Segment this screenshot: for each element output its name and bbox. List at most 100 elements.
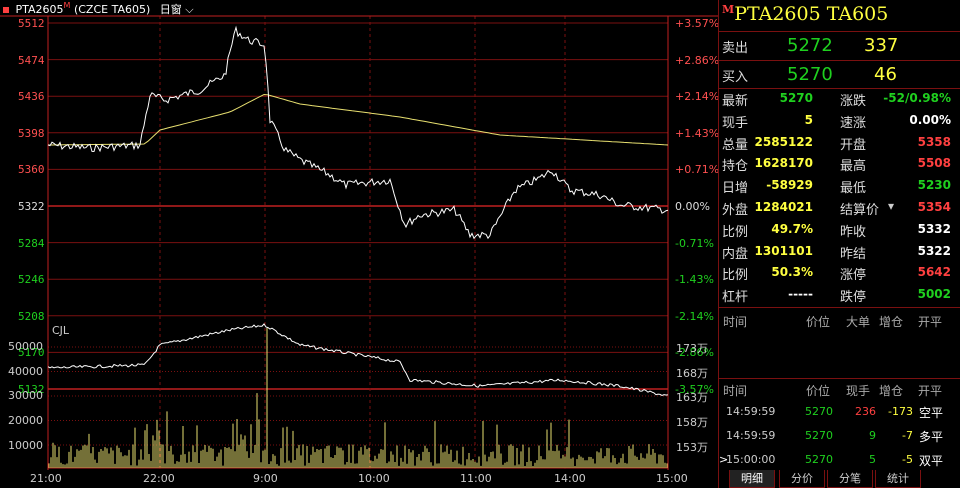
- tick-price: 5270: [805, 405, 833, 418]
- orders-col-header: 时间: [723, 315, 748, 329]
- stat-value: 5270: [779, 91, 813, 105]
- period-selector[interactable]: 日窗 ⌵: [160, 3, 194, 16]
- tab-1[interactable]: 分价: [779, 470, 825, 488]
- percent-tick-label: +1.43%: [675, 126, 720, 140]
- symbol-name: PTA2605: [15, 3, 64, 16]
- tick-qty: 5: [869, 453, 876, 466]
- price-tick-label: 5512: [18, 17, 45, 30]
- quote-panel: MPTA2605 TA605 卖出 5272 337 买入 5270 46 最新…: [718, 0, 960, 488]
- sell-label: 卖出: [722, 41, 749, 56]
- symbol-flag: M: [63, 1, 71, 10]
- time-tick-label: 14:00: [554, 472, 586, 485]
- divider: [719, 307, 960, 308]
- stat-label: 速涨: [840, 115, 867, 131]
- time-tick-label: 10:00: [358, 472, 390, 485]
- oi-tick-label: 158万: [676, 416, 708, 430]
- stat-value: 0.00%: [909, 112, 951, 127]
- percent-tick-label: -2.86%: [675, 346, 714, 360]
- tick-time: 14:59:59: [726, 405, 776, 418]
- volume-tick-label: 30000: [8, 389, 43, 403]
- stat-value: -52/0.98%: [883, 91, 951, 105]
- orders-col-header: 大单: [846, 315, 871, 329]
- buy-label: 买入: [722, 70, 749, 85]
- tick-qty: 9: [869, 429, 876, 442]
- price-tick-label: 5398: [18, 126, 45, 140]
- chart-canvas[interactable]: [0, 0, 718, 488]
- quote-title: MPTA2605 TA605: [722, 3, 888, 25]
- percent-tick-label: 0.00%: [675, 200, 710, 213]
- stat-value: 49.7%: [771, 221, 813, 236]
- chart-grid: [0, 15, 718, 470]
- percent-tick-label: +0.71%: [675, 163, 720, 177]
- buy-price[interactable]: 5270: [787, 64, 833, 85]
- divider: [719, 60, 960, 61]
- tick-row[interactable]: 14:59:59 5270 9 -7 多平: [719, 429, 960, 449]
- volume-tick-label: 20000: [8, 414, 43, 428]
- percent-tick-label: -3.57%: [675, 383, 714, 396]
- oi-tick-label: 168万: [676, 366, 708, 380]
- ticks-col-header: 开平: [918, 384, 943, 398]
- stat-label: 最低: [840, 181, 867, 197]
- chevron-down-icon: ⌵: [185, 3, 194, 16]
- stat-value: 5230: [917, 178, 951, 193]
- percent-tick-label: +3.57%: [675, 17, 720, 30]
- stat-value: 5358: [917, 134, 951, 149]
- divider: [719, 31, 960, 32]
- stat-label: 最高: [840, 159, 867, 175]
- oi-tick-label: 163万: [676, 391, 708, 405]
- chevron-down-icon[interactable]: ▾: [888, 199, 895, 213]
- divider: [719, 378, 960, 379]
- stat-value: 5: [804, 112, 813, 127]
- stat-label: 比例: [722, 224, 749, 240]
- symbol-desc: (CZCE TA605): [73, 3, 151, 16]
- stat-value: 5354: [917, 200, 951, 214]
- quote-flag: M: [722, 3, 735, 16]
- tick-cursor: >: [719, 453, 729, 466]
- percent-tick-label: +2.14%: [675, 90, 720, 104]
- stat-value: 5002: [917, 287, 951, 302]
- orders-col-header: 价位: [806, 315, 831, 329]
- tick-type: 双平: [919, 454, 944, 468]
- stat-label: 日增: [722, 181, 749, 197]
- tab-3[interactable]: 统计: [875, 470, 921, 488]
- tick-row[interactable]: 14:59:59 5270 236 -173 空平: [719, 405, 960, 425]
- sell-price[interactable]: 5272: [787, 35, 833, 56]
- stat-label: 内盘: [722, 246, 749, 262]
- price-tick-label: 5208: [18, 309, 45, 323]
- volume-tick-label: 40000: [8, 364, 43, 378]
- stat-value: -----: [788, 287, 813, 302]
- tick-price: 5270: [805, 429, 833, 442]
- stat-label: 现手: [722, 115, 749, 131]
- oi-tick-label: 173万: [676, 342, 708, 355]
- price-tick-label: 5246: [18, 273, 45, 287]
- volume-bars: [48, 328, 668, 468]
- price-tick-label: 5360: [18, 163, 45, 177]
- chart-header: PTA2605M (CZCE TA605) 日窗 ⌵: [3, 1, 194, 17]
- tab-0[interactable]: 明细: [729, 470, 775, 488]
- price-tick-label: 5474: [18, 53, 45, 67]
- tick-change: -7: [902, 429, 913, 442]
- time-tick-label: 11:00: [460, 472, 492, 485]
- tab-2[interactable]: 分笔: [827, 470, 873, 488]
- time-tick-label: 21:00: [30, 472, 62, 485]
- ticks-col-header: 现手: [846, 384, 871, 398]
- price-tick-label: 5322: [18, 200, 45, 213]
- stat-value: 5322: [917, 243, 951, 258]
- tick-change: -173: [888, 405, 913, 418]
- divider: [719, 88, 960, 89]
- percent-tick-label: -0.71%: [675, 236, 714, 250]
- tick-row[interactable]: 15:00:00 5270 5 -5 双平: [719, 453, 960, 473]
- stat-label: 外盘: [722, 203, 749, 218]
- tick-qty: 236: [855, 405, 876, 418]
- stat-label: 最新: [722, 94, 749, 109]
- price-tick-label: 5170: [18, 346, 45, 360]
- tick-price: 5270: [805, 453, 833, 466]
- tick-time: 15:00:00: [726, 453, 776, 466]
- orders-col-header: 开平: [918, 315, 943, 329]
- price-line: [47, 25, 669, 240]
- buy-qty: 46: [874, 64, 897, 85]
- time-tick-label: 9:00: [253, 472, 278, 485]
- stat-value: 1301101: [754, 243, 813, 258]
- stat-value: 1628170: [754, 156, 813, 171]
- chart-menu-marker[interactable]: [3, 7, 9, 13]
